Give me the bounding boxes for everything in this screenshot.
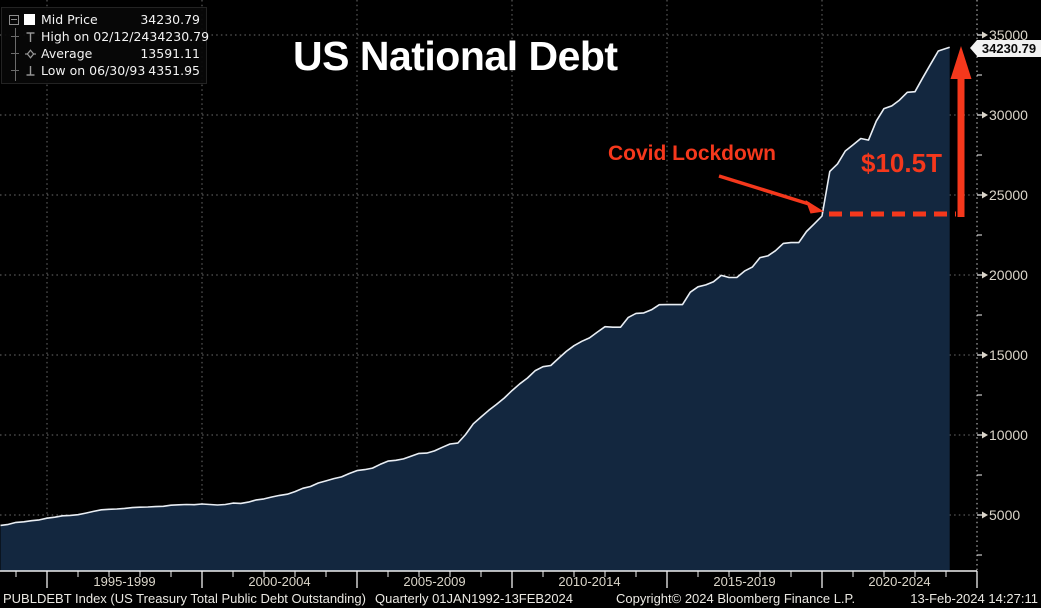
average-marker-icon — [25, 48, 36, 59]
legend-value: 34230.79 — [149, 29, 210, 44]
legend-row-average[interactable]: Average 13591.11 — [6, 45, 202, 62]
copyright-text: Copyright© 2024 Bloomberg Finance L.P. — [616, 591, 856, 606]
y-axis-tick-label: 10000 — [989, 426, 1028, 443]
chart-title: US National Debt — [293, 33, 618, 79]
legend-label: Low on 06/30/93 — [41, 63, 146, 78]
x-axis-period-label: 1995-1999 — [93, 574, 156, 589]
y-axis-tick-label: 30000 — [989, 106, 1028, 123]
legend-label: Average — [41, 46, 93, 61]
area-series — [0, 46, 950, 572]
legend-row-high[interactable]: High on 02/12/24 34230.79 — [6, 28, 209, 45]
x-axis-period-label: 2000-2004 — [248, 574, 311, 589]
last-price-value: 34230.79 — [981, 41, 1037, 56]
debt-increase-arrow — [950, 46, 972, 217]
legend-label: Mid Price — [41, 12, 98, 27]
legend-collapse-icon[interactable] — [9, 14, 19, 25]
price-tag-pointer-icon — [970, 40, 977, 56]
x-axis-period-label: 2020-2024 — [868, 574, 931, 589]
mid-price-swatch-icon — [24, 14, 35, 25]
y-axis-tick-label: 35000 — [989, 26, 1028, 43]
covid-annotation-arrow — [718, 174, 824, 214]
y-axis-tick-label: 5000 — [989, 506, 1021, 523]
periodicity-range: Quarterly 01JAN1992-13FEB2024 — [375, 591, 574, 606]
debt-price-line — [0, 46, 950, 527]
legend-row-low[interactable]: Low on 06/30/93 4351.95 — [6, 62, 202, 79]
ticker-description: PUBLDEBT Index (US Treasury Total Public… — [3, 591, 366, 606]
legend-value: 34230.79 — [140, 12, 200, 27]
y-axis-tick-label: 25000 — [989, 186, 1028, 203]
legend-panel[interactable]: Mid Price 34230.79 High on 02/12/24 3423… — [1, 7, 209, 84]
y-axis-tick-label: 15000 — [989, 346, 1028, 363]
x-axis-period-label: 2005-2009 — [403, 574, 466, 589]
debt-area-fill — [0, 47, 950, 572]
debt-delta-label: $10.5T — [861, 148, 942, 178]
x-axis-period-label: 2010-2014 — [558, 574, 621, 589]
legend-tree-line — [15, 28, 16, 81]
status-bar: PUBLDEBT Index (US Treasury Total Public… — [0, 590, 1041, 608]
y-axis-tick-label: 20000 — [989, 266, 1028, 283]
terminal-timestamp: 13-Feb-2024 14:27:11 — [910, 591, 1038, 606]
legend-value: 13591.11 — [140, 46, 200, 61]
legend-label: High on 02/12/24 — [41, 29, 150, 44]
x-axis-period-label: 2015-2019 — [713, 574, 776, 589]
high-marker-icon — [26, 31, 35, 42]
axes-and-ticks — [0, 31, 988, 588]
covid-lockdown-label: Covid Lockdown — [608, 142, 776, 165]
low-marker-icon — [26, 65, 35, 76]
legend-row-mid-price[interactable]: Mid Price 34230.79 — [6, 11, 202, 28]
last-price-tag: 34230.79 — [970, 40, 1041, 57]
legend-value: 4351.95 — [148, 63, 200, 78]
